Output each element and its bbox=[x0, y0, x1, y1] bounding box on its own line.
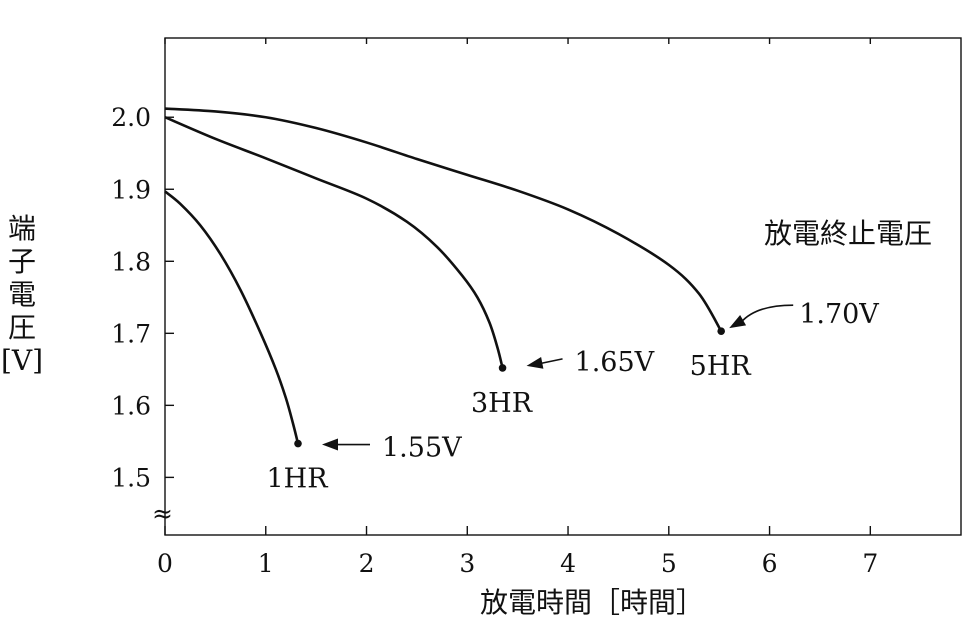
x-tick-label: 2 bbox=[359, 549, 375, 578]
endpoint-annotations: 1HR 1.55V 3HR 1.65V 5HR 1.70V bbox=[266, 299, 879, 494]
pointer-line bbox=[740, 304, 794, 323]
y-axis-title-char: [V] bbox=[1, 344, 43, 377]
rate-label: 5HR bbox=[690, 351, 752, 382]
rate-label: 3HR bbox=[471, 388, 533, 419]
y-axis-title-char: 圧 bbox=[8, 311, 36, 344]
y-tick-label: 1.9 bbox=[111, 175, 151, 204]
endpoint-marker bbox=[294, 439, 302, 448]
endpoint-marker bbox=[717, 327, 725, 335]
y-tick-label: 1.6 bbox=[111, 391, 151, 420]
x-tick-label: 5 bbox=[661, 549, 677, 578]
x-tick-label: 4 bbox=[560, 549, 576, 578]
axis-break-symbol: ≈ bbox=[152, 499, 173, 528]
curve-3hr bbox=[164, 116, 504, 369]
y-tick-label: 1.8 bbox=[111, 247, 151, 276]
pointer-arrowhead bbox=[729, 315, 747, 329]
axis-tick-labels: 0 1 2 3 4 5 6 7 1.5 1.6 1.7 1.8 1.9 2.0 bbox=[111, 103, 878, 578]
rate-label: 1HR bbox=[266, 464, 328, 495]
axis-ticks bbox=[164, 38, 872, 535]
plot-frame bbox=[164, 37, 962, 536]
endpoint-marker bbox=[498, 364, 507, 372]
x-tick-label: 0 bbox=[157, 549, 173, 578]
x-tick-label: 7 bbox=[862, 549, 878, 578]
pointer-arrowhead bbox=[526, 356, 544, 369]
y-axis-title-char: 端 bbox=[8, 212, 36, 245]
y-axis-title-char: 子 bbox=[8, 245, 36, 278]
y-tick-label: 1.7 bbox=[111, 319, 151, 348]
x-tick-label: 3 bbox=[459, 549, 475, 578]
cutoff-voltage-label: 1.70V bbox=[799, 299, 879, 330]
x-tick-label: 6 bbox=[762, 549, 778, 578]
cutoff-voltage-label: 1.65V bbox=[575, 347, 655, 378]
y-axis-title-char: 電 bbox=[8, 278, 36, 311]
pointer-arrowhead bbox=[322, 438, 339, 451]
x-tick-label: 1 bbox=[258, 549, 274, 578]
y-tick-label: 1.5 bbox=[111, 463, 151, 492]
curve-5hr bbox=[164, 107, 723, 332]
y-tick-label: 2.0 bbox=[111, 103, 151, 132]
x-axis-title: 放電時間［時間］ bbox=[480, 586, 704, 619]
cutoff-voltage-title: 放電終止電圧 bbox=[764, 217, 932, 250]
curve-1hr bbox=[164, 190, 300, 444]
pointer-line bbox=[538, 358, 563, 365]
cutoff-voltage-label: 1.55V bbox=[382, 433, 462, 464]
discharge-curves bbox=[164, 107, 723, 444]
